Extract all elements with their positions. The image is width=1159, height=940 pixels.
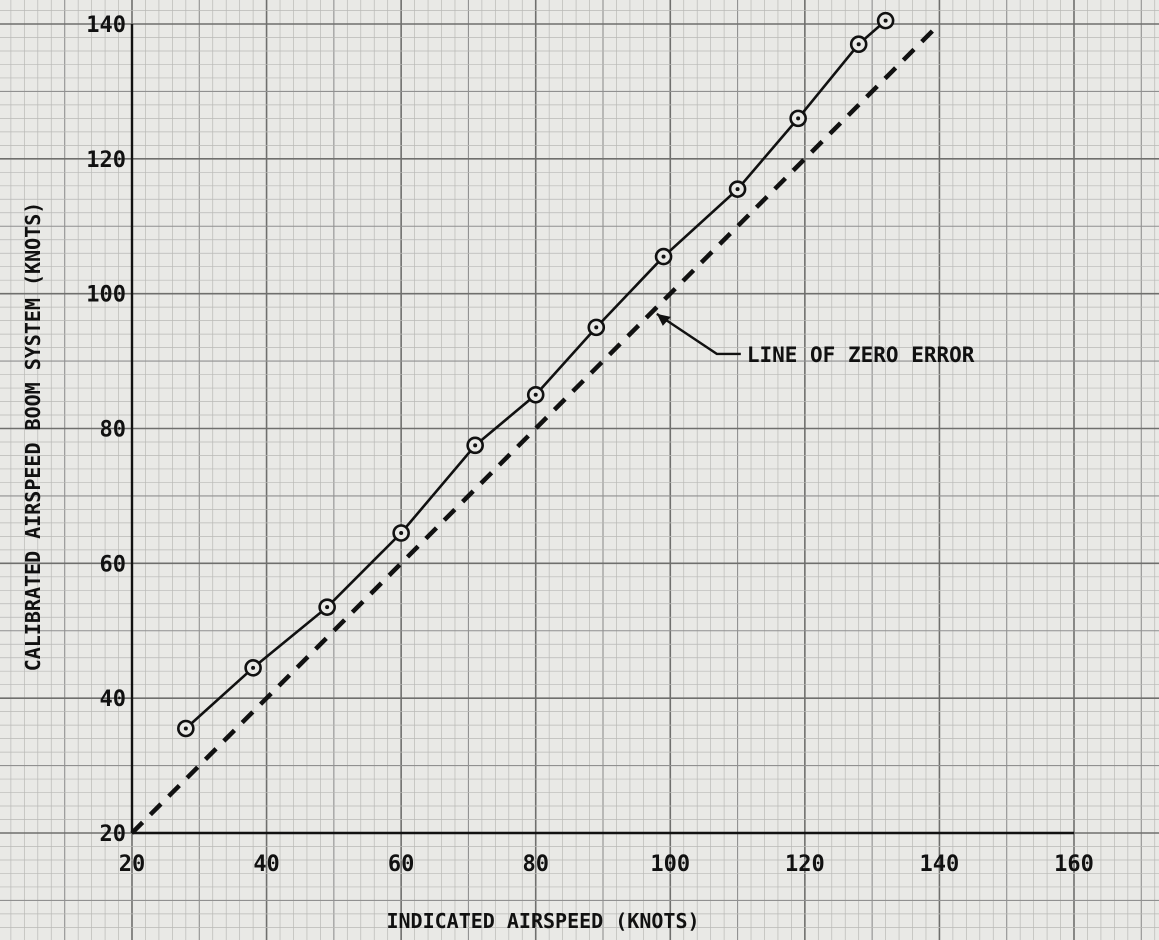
data-point-center: [883, 18, 888, 23]
x-tick-label: 140: [920, 852, 960, 877]
annotation-arrowhead: [656, 313, 671, 326]
x-tick-labels: 20 40 60 80 100 120 140 160: [119, 852, 1094, 877]
data-point-center: [661, 254, 666, 259]
data-point: [244, 659, 262, 677]
x-tick-label: 80: [522, 852, 549, 877]
data-point-center: [399, 530, 404, 535]
data-point-center: [594, 325, 599, 330]
data-point-center: [735, 187, 740, 192]
y-tick-label: 100: [86, 283, 126, 308]
y-tick-label: 80: [100, 418, 127, 443]
data-point: [728, 180, 747, 198]
annotation-layer: LINE OF ZERO ERROR: [656, 312, 975, 367]
y-tick-label: 120: [86, 148, 126, 173]
x-tick-label: 20: [119, 852, 146, 877]
y-axis-title: CALIBRATED AIRSPEED BOOM SYSTEM (KNOTS): [21, 202, 45, 672]
x-tick-label: 160: [1054, 852, 1094, 877]
data-point: [849, 35, 868, 54]
data-point-center: [251, 665, 256, 670]
annotation-label: LINE OF ZERO ERROR: [747, 343, 975, 367]
data-point-center: [325, 605, 330, 610]
y-tick-label: 20: [100, 822, 127, 847]
y-tick-label: 40: [100, 687, 127, 712]
data-point: [654, 247, 673, 266]
data-point-center: [183, 726, 188, 731]
zero-error-line: [130, 22, 942, 835]
data-point-center: [796, 116, 801, 121]
axes: [130, 24, 1074, 835]
data-point: [177, 719, 195, 738]
data-point-center: [473, 443, 478, 448]
annotation-leader-line: [656, 312, 741, 356]
calibration-curve: [184, 19, 887, 730]
data-point-center: [856, 42, 861, 47]
data-point: [318, 598, 336, 616]
data-point: [587, 318, 606, 337]
x-axis-title: INDICATED AIRSPEED (KNOTS): [386, 909, 699, 933]
x-tick-label: 120: [785, 852, 825, 877]
data-point-center: [533, 392, 538, 397]
data-point: [526, 385, 545, 404]
data-point: [466, 436, 484, 455]
series-layer: [130, 11, 942, 835]
data-point: [876, 11, 895, 30]
y-tick-label: 140: [86, 13, 126, 38]
x-tick-label: 100: [650, 852, 690, 877]
y-tick-label: 60: [100, 552, 127, 577]
x-tick-label: 40: [253, 852, 280, 877]
y-tick-labels: 20 40 60 80 100 120 140: [86, 13, 126, 847]
x-tick-label: 60: [388, 852, 415, 877]
data-point: [392, 524, 410, 542]
data-point: [789, 109, 807, 128]
